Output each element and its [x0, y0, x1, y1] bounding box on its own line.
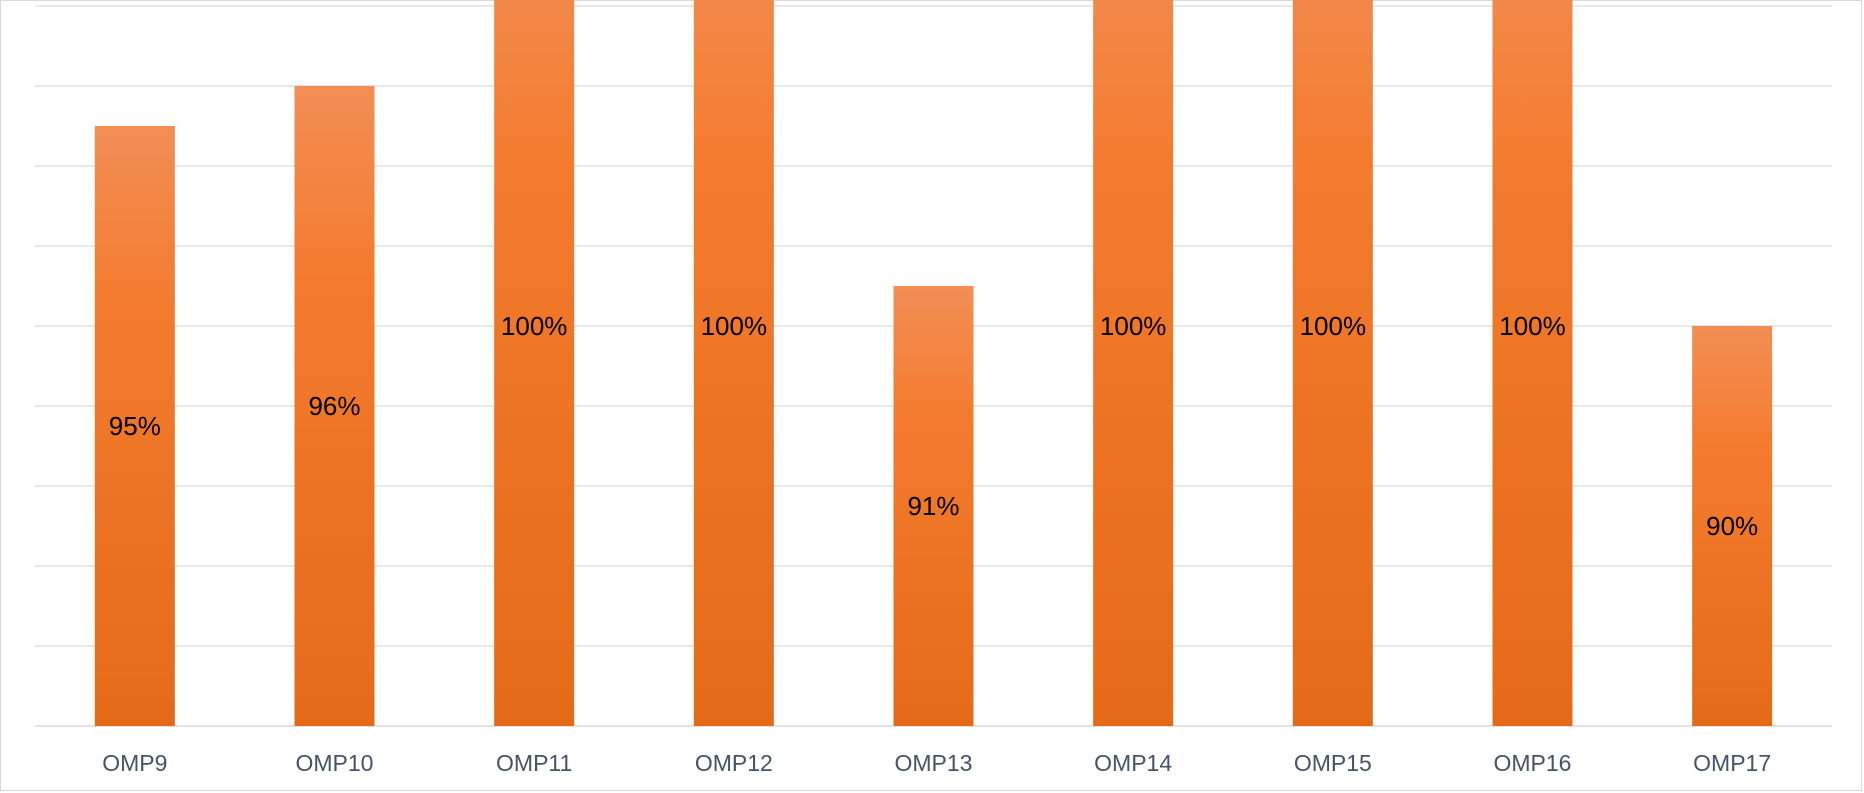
x-tick-label-omp14: OMP14 [1094, 750, 1172, 776]
data-label-omp9: 95% [109, 411, 161, 441]
data-label-omp16: 100% [1499, 311, 1566, 341]
bar-omp16 [1492, 0, 1573, 726]
x-tick-label-omp10: OMP10 [296, 750, 374, 776]
bar-omp12 [693, 0, 774, 726]
x-tick-label-omp17: OMP17 [1693, 750, 1771, 776]
data-label-omp14: 100% [1100, 311, 1167, 341]
x-tick-label-omp12: OMP12 [695, 750, 773, 776]
data-labels: 95% 96% 100% 100% 91% 100% 100% 100% 90% [109, 311, 1758, 541]
bar-omp15 [1292, 0, 1373, 726]
data-label-omp15: 100% [1300, 311, 1367, 341]
x-tick-label-omp9: OMP9 [102, 750, 167, 776]
x-axis-tick-labels: OMP9 OMP10 OMP11 OMP12 OMP13 OMP14 OMP15 OMP16 O… [102, 750, 1771, 776]
bar-omp14 [1093, 0, 1174, 726]
data-label-omp11: 100% [501, 311, 568, 341]
data-label-omp13: 91% [907, 491, 959, 521]
bar-omp17 [1692, 326, 1773, 726]
x-tick-label-omp11: OMP11 [496, 750, 572, 776]
x-tick-label-omp13: OMP13 [895, 750, 973, 776]
data-label-omp12: 100% [701, 311, 768, 341]
data-label-omp17: 90% [1706, 511, 1758, 541]
x-tick-label-omp16: OMP16 [1494, 750, 1572, 776]
bar-omp9 [94, 126, 175, 726]
bar-omp13 [893, 286, 974, 726]
bar-omp10 [294, 86, 375, 726]
data-label-omp10: 96% [308, 391, 360, 421]
x-tick-label-omp15: OMP15 [1294, 750, 1372, 776]
bar-omp11 [494, 0, 575, 726]
bars [94, 0, 1773, 726]
